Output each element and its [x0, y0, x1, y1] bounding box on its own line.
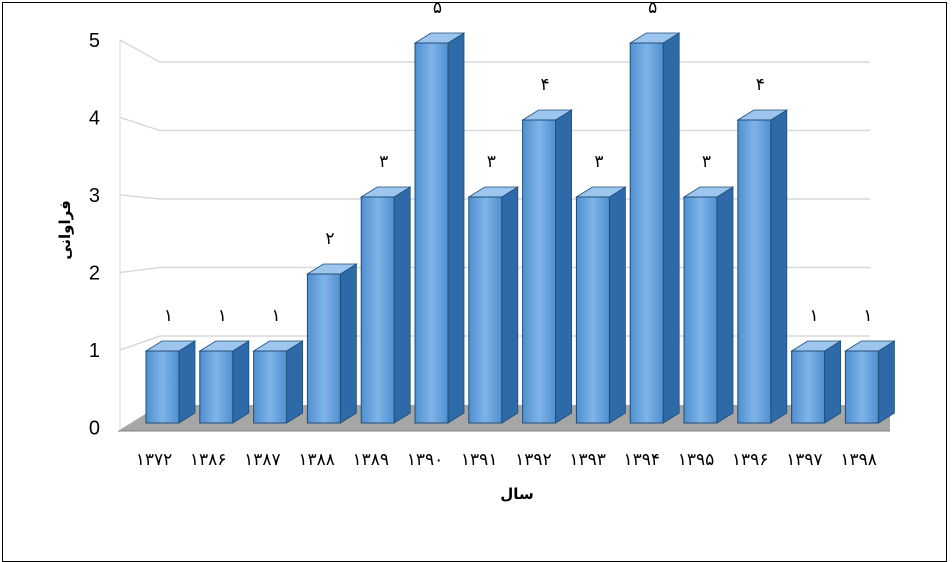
data-label: ۳	[379, 152, 388, 172]
y-tick-label: 4	[89, 108, 100, 130]
data-label: ۳	[702, 152, 711, 172]
x-tick-label: ۱۳۸۶	[190, 450, 227, 470]
data-label: ۱	[272, 306, 281, 326]
bar-side	[555, 109, 572, 424]
y-tick-label: 0	[89, 418, 100, 440]
x-tick-label: ۱۳۹۲	[515, 450, 552, 470]
data-label: ۱	[810, 306, 819, 326]
data-label: ۴	[756, 75, 765, 95]
y-tick-label: 5	[89, 30, 100, 52]
data-label: ۱	[863, 306, 872, 326]
bar	[522, 119, 557, 424]
bar-side	[393, 186, 411, 424]
data-label: ۳	[487, 152, 496, 172]
x-tick-label: ۱۳۹۵	[678, 450, 715, 470]
bar	[199, 350, 234, 424]
data-label: ۳	[594, 152, 603, 172]
bar-side	[662, 32, 680, 424]
bar	[844, 350, 879, 424]
x-tick-label: ۱۳۸۹	[353, 450, 390, 470]
bar	[414, 42, 449, 424]
bar-side	[824, 340, 841, 424]
x-tick-label: ۱۳۹۶	[732, 450, 769, 470]
bar-side	[447, 32, 465, 424]
x-tick-label: ۱۳۹۰	[407, 450, 444, 470]
bar-side	[286, 340, 304, 424]
y-axis-title: فراوانی	[56, 200, 74, 260]
data-label: ۴	[541, 75, 550, 95]
bar	[575, 196, 610, 424]
bar-chart: 0 1 2 3 4 5 ۱ ۱۳۷۲ ۱ ۱۳۸۶ ۱ ۱۳۸۷ ۲ ۱۳۸۸ ۳ ۱۳۸۹ ۵ ۱۳۹۰ ۳ ۱۳۹…	[56, 0, 896, 503]
data-label: ۱	[164, 306, 173, 326]
bar-side	[178, 340, 196, 424]
bar	[683, 196, 718, 424]
bar	[145, 350, 180, 424]
x-tick-label: ۱۳۹۱	[461, 450, 498, 470]
bar	[737, 119, 772, 424]
gridline	[119, 39, 870, 63]
data-label: ۵	[648, 0, 657, 18]
bar-side	[716, 186, 734, 424]
bar-side	[609, 186, 626, 424]
bar-side	[770, 109, 788, 424]
x-tick-label: ۱۳۹۳	[569, 450, 606, 470]
bar	[253, 350, 288, 424]
data-label: ۵	[433, 0, 442, 18]
bar-side	[339, 263, 357, 424]
data-label: ۱	[218, 306, 227, 326]
bar-side	[232, 340, 250, 424]
bar-side	[501, 186, 519, 424]
bar	[629, 42, 664, 424]
x-tick-label: ۱۳۸۷	[244, 450, 281, 470]
bar	[360, 196, 395, 424]
y-tick-label: 3	[89, 185, 100, 207]
data-label: ۲	[325, 229, 334, 249]
x-tick-label: ۱۳۸۸	[298, 450, 335, 470]
bar-side	[878, 340, 895, 424]
bar	[468, 196, 503, 424]
x-axis-title: سال	[500, 485, 533, 503]
x-tick-label: ۱۳۹۴	[624, 450, 661, 470]
y-tick-label: 1	[89, 340, 100, 362]
bar	[306, 273, 341, 424]
y-tick-label: 2	[89, 263, 100, 285]
x-tick-label: ۱۳۷۲	[136, 450, 173, 470]
x-tick-label: ۱۳۹۷	[786, 450, 823, 470]
x-tick-label: ۱۳۹۸	[840, 450, 877, 470]
bar	[791, 350, 826, 424]
